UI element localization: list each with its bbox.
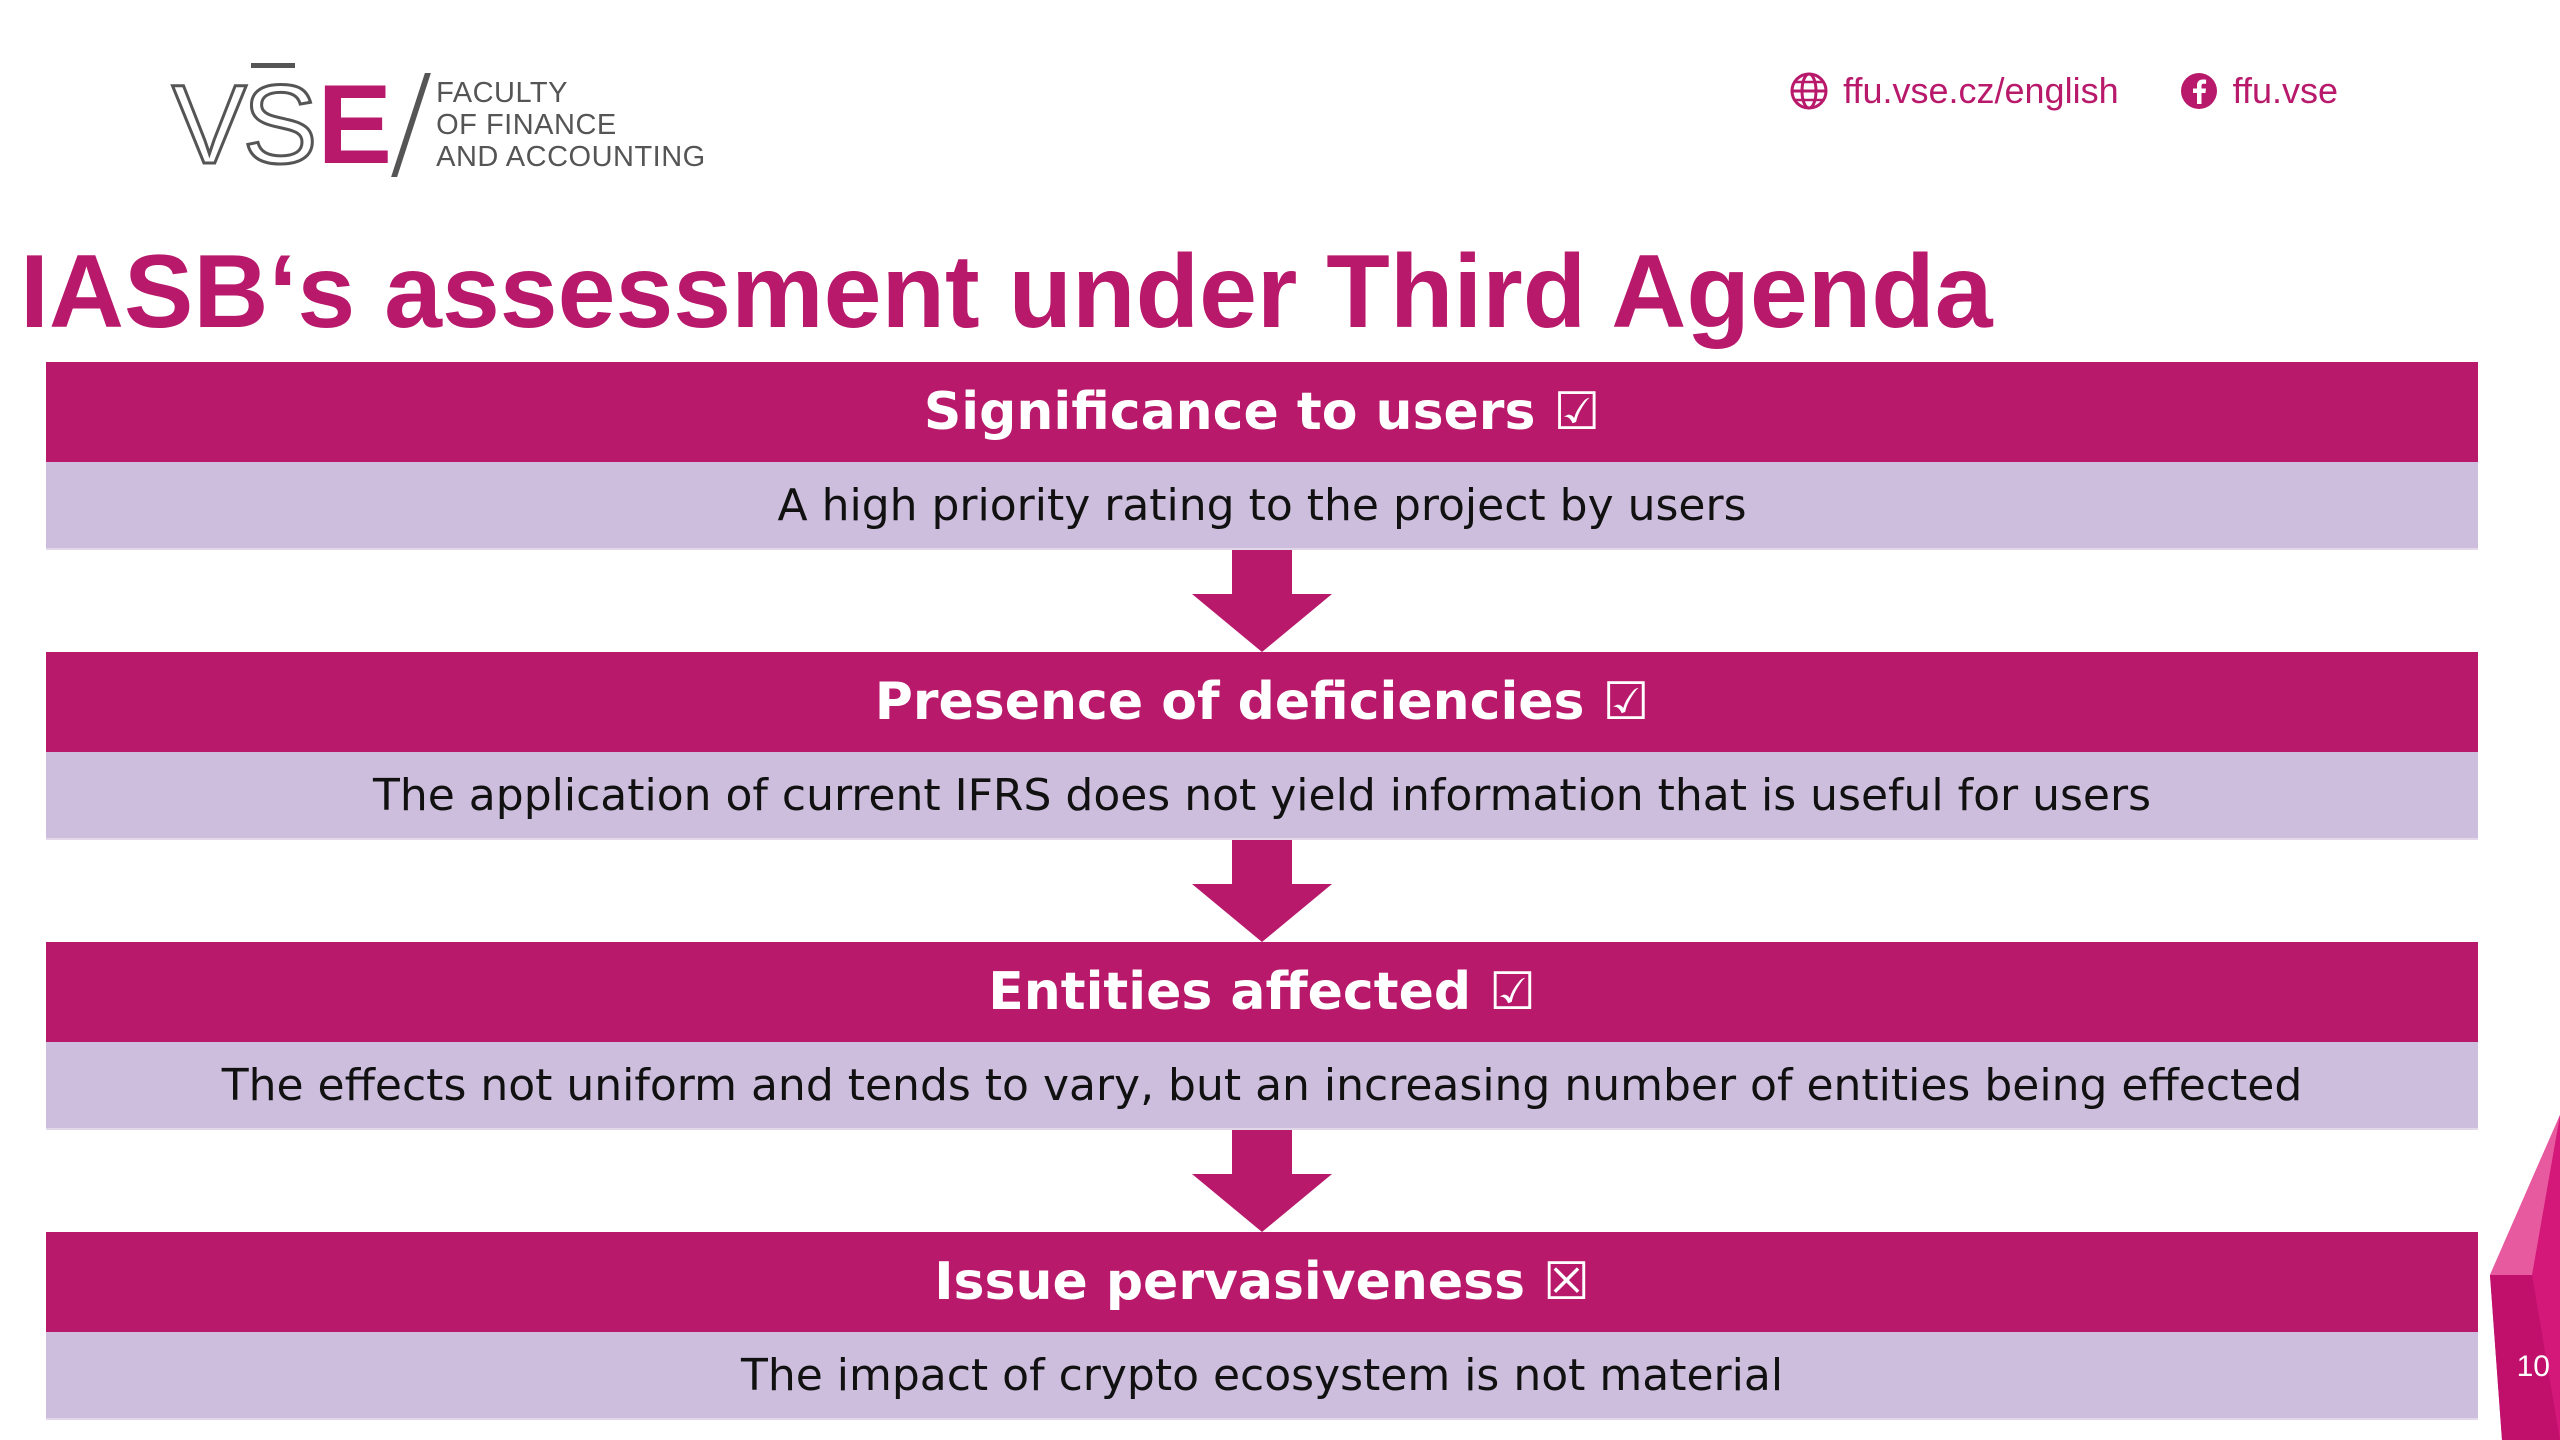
step-deficiencies: Presence of deficiencies ☑ The applicati… (46, 652, 2478, 840)
arrow-down-icon (1192, 550, 1332, 652)
arrow-down-icon (1192, 1130, 1332, 1232)
step-pervasiveness: Issue pervasiveness ☒ The impact of cryp… (46, 1232, 2478, 1420)
step-entities-affected: Entities affected ☑ The effects not unif… (46, 942, 2478, 1130)
website-link-label: ffu.vse.cz/english (1843, 70, 2119, 111)
step-description: The impact of crypto ecosystem is not ma… (46, 1332, 2478, 1420)
globe-icon (1790, 72, 1828, 110)
faculty-logo[interactable]: V S E FACULTY OF FINANCE AND ACCOUNTING (171, 62, 706, 187)
website-link[interactable]: ffu.vse.cz/english (1789, 70, 2119, 112)
logo-text-line-2: OF FINANCE (436, 109, 617, 141)
page-title: IASB‘s assessment under Third Agenda (20, 234, 1993, 350)
flow-arrow (46, 1130, 2478, 1232)
flow-arrow (46, 840, 2478, 942)
logo-letter-v: V (171, 62, 249, 187)
step-heading: Presence of deficiencies ☑ (46, 652, 2478, 752)
vse-logo-mark: V S E (171, 62, 392, 187)
facebook-link-label: ffu.vse (2232, 70, 2338, 111)
facebook-icon (2180, 73, 2217, 109)
logo-macron (250, 63, 295, 68)
step-significance: Significance to users ☑ A high priority … (46, 362, 2478, 550)
facebook-link[interactable]: ffu.vse (2179, 70, 2338, 112)
logo-letter-e: E (317, 62, 392, 187)
arrow-down-icon (1192, 840, 1332, 942)
corner-decoration (2490, 1115, 2560, 1440)
logo-text-line-3: AND ACCOUNTING (436, 141, 706, 173)
logo-letter-s-text: S (241, 62, 319, 187)
step-heading: Significance to users ☑ (46, 362, 2478, 462)
page-number: 10 (2516, 1350, 2550, 1383)
assessment-flow: Significance to users ☑ A high priority … (46, 362, 2478, 1420)
header-links: ffu.vse.cz/english ffu.vse (1789, 70, 2338, 112)
logo-text: FACULTY OF FINANCE AND ACCOUNTING (436, 77, 706, 173)
step-description: The effects not uniform and tends to var… (46, 1042, 2478, 1130)
logo-letter-s: S (241, 63, 319, 182)
step-heading: Entities affected ☑ (46, 942, 2478, 1042)
step-description: The application of current IFRS does not… (46, 752, 2478, 840)
logo-slash (391, 73, 432, 177)
step-description: A high priority rating to the project by… (46, 462, 2478, 550)
logo-text-line-1: FACULTY (436, 77, 568, 109)
flow-arrow (46, 550, 2478, 652)
step-heading: Issue pervasiveness ☒ (46, 1232, 2478, 1332)
